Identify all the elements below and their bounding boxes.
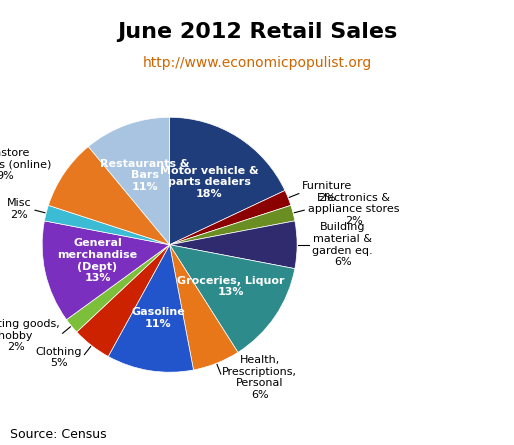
Wedge shape (170, 190, 291, 245)
Text: Groceries, Liquor
13%: Groceries, Liquor 13% (177, 275, 285, 297)
Wedge shape (44, 205, 170, 245)
Text: Motor vehicle &
parts dealers
18%: Motor vehicle & parts dealers 18% (160, 166, 259, 199)
Wedge shape (77, 245, 170, 356)
Wedge shape (170, 245, 295, 352)
Text: Gasoline
11%: Gasoline 11% (131, 307, 185, 328)
Text: Electronics &
appliance stores
2%: Electronics & appliance stores 2% (308, 193, 399, 226)
Wedge shape (88, 117, 170, 245)
Wedge shape (170, 221, 297, 269)
Text: Clothing
5%: Clothing 5% (35, 347, 82, 368)
Wedge shape (66, 245, 170, 332)
Text: June 2012 Retail Sales: June 2012 Retail Sales (117, 22, 397, 42)
Text: Building
material &
garden eq.
6%: Building material & garden eq. 6% (313, 222, 373, 267)
Text: Health,
Prescriptions,
Personal
6%: Health, Prescriptions, Personal 6% (222, 355, 297, 400)
Text: Sporting goods,
hobby
2%: Sporting goods, hobby 2% (0, 319, 60, 352)
Wedge shape (170, 117, 285, 245)
Wedge shape (170, 205, 295, 245)
Wedge shape (170, 245, 238, 370)
Text: General
merchandise
(Dept)
13%: General merchandise (Dept) 13% (58, 239, 138, 283)
Text: Furniture
2%: Furniture 2% (302, 182, 353, 203)
Text: http://www.economicpopulist.org: http://www.economicpopulist.org (142, 56, 372, 69)
Wedge shape (42, 221, 170, 320)
Text: Source: Census: Source: Census (10, 428, 107, 441)
Wedge shape (48, 146, 170, 245)
Text: Nonstore
retailers (online)
9%: Nonstore retailers (online) 9% (0, 148, 51, 181)
Wedge shape (108, 245, 193, 372)
Text: Misc
2%: Misc 2% (7, 198, 31, 220)
Text: Restaurants &
Bars
11%: Restaurants & Bars 11% (100, 158, 189, 192)
